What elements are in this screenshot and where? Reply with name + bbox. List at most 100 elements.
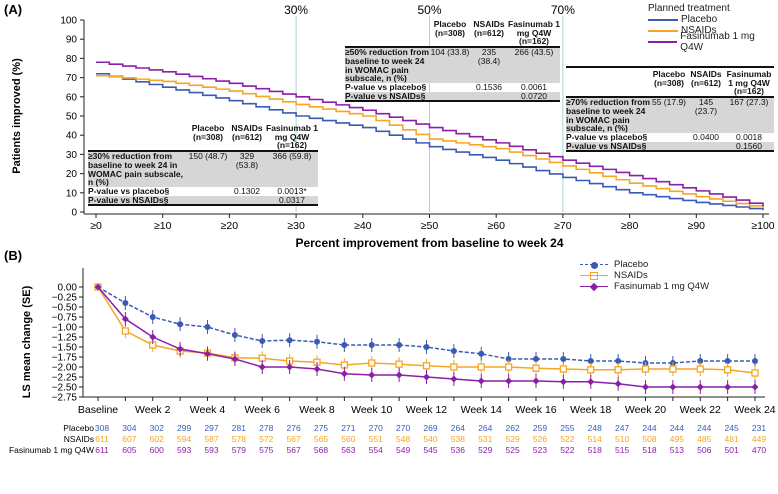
x-tick-label: Week 14 [461, 404, 502, 416]
y-tick-label: 50 [66, 112, 78, 123]
x-tick-label: Week 6 [245, 404, 281, 416]
data-point [752, 358, 758, 364]
x-tick-label: Week 8 [299, 404, 335, 416]
risk-table-count: 244 [670, 423, 684, 433]
risk-table-label: NSAIDs [64, 434, 94, 444]
data-point [587, 358, 594, 364]
risk-table-count: 529 [506, 434, 520, 444]
data-point [121, 315, 129, 323]
row-label: ≥70% reduction from baseline to week 24 … [566, 97, 651, 134]
data-point [258, 363, 266, 371]
y-tick-label: 0 [71, 208, 77, 219]
risk-table-count: 526 [533, 434, 547, 444]
legend-b: Placebo NSAIDs Fasinumab 1 mg Q4W [580, 259, 709, 292]
risk-table-count: 513 [670, 445, 684, 455]
risk-table-count: 554 [369, 445, 383, 455]
risk-table-count: 271 [341, 423, 355, 433]
data-point [505, 377, 513, 385]
table-cell [470, 92, 508, 101]
table-cell: 0.0720 [521, 90, 547, 101]
table-cell: 0.0018 [736, 131, 762, 142]
risk-table-count: 551 [369, 434, 383, 444]
table-cell: 0.0400 [693, 131, 719, 142]
x-tick-label: ≥70 [554, 220, 572, 232]
risk-table-count: 270 [396, 423, 410, 433]
legend-label: Fasinumab 1 mg Q4W [680, 30, 755, 53]
risk-table-count: 506 [697, 445, 711, 455]
table-cell: Placebo (n=308) [652, 69, 686, 88]
risk-table-count: 308 [95, 423, 109, 433]
data-point [341, 342, 348, 348]
data-point [176, 345, 184, 353]
y-tick-label: 10 [66, 188, 78, 199]
x-tick-label: Week 2 [135, 404, 171, 416]
risk-table-count: 244 [697, 423, 711, 433]
legend-swatch [648, 40, 678, 43]
risk-table-count: 529 [478, 445, 492, 455]
data-point [477, 377, 485, 385]
data-point [231, 332, 238, 338]
risk-table-count: 536 [451, 445, 465, 455]
data-point [396, 342, 403, 348]
data-point [504, 363, 513, 371]
data-point [204, 350, 211, 358]
y-tick-label: −1.75 [52, 353, 78, 364]
table-cell [650, 142, 688, 151]
risk-table-count: 297 [204, 423, 218, 433]
data-point [532, 377, 540, 385]
risk-table-count: 510 [615, 434, 629, 444]
risk-table-count: 270 [369, 423, 383, 433]
risk-table-count: 565 [314, 434, 328, 444]
y-axis-title: Patients improved (%) [11, 58, 23, 174]
y-tick-label: −2.00 [52, 363, 78, 374]
y-tick-label: 100 [60, 16, 77, 27]
risk-table-count: 575 [259, 445, 273, 455]
data-point [368, 371, 376, 379]
data-point [395, 360, 403, 368]
x-tick-label: Week 24 [734, 404, 775, 416]
legend-item: Placebo [648, 14, 778, 25]
risk-table-count: 560 [341, 434, 355, 444]
data-point [368, 342, 375, 348]
table-cell: 266 (43.5) [514, 47, 554, 58]
data-point [697, 358, 704, 364]
risk-table-count: 269 [423, 423, 437, 433]
data-point [559, 365, 568, 373]
y-tick-label: −0.75 [52, 313, 78, 324]
row-label: P-value vs placebo§ [345, 81, 427, 92]
risk-table-count: 518 [642, 445, 656, 455]
legend-item: Fasinumab 1 mg Q4W [580, 281, 709, 292]
table-cell: 55 (17.9) [651, 97, 687, 108]
data-point [313, 365, 321, 373]
data-point [423, 373, 430, 381]
x-tick-label: Week 10 [351, 404, 392, 416]
risk-table-count: 304 [122, 423, 136, 433]
data-point [724, 358, 731, 364]
data-point [669, 365, 677, 373]
data-point [751, 383, 759, 391]
data-point [259, 338, 266, 344]
y-tick-label: −0.50 [52, 303, 78, 314]
risk-table-count: 587 [204, 434, 218, 444]
data-point [478, 350, 485, 357]
row-label: ≥30% reduction from baseline to week 24 … [88, 151, 183, 188]
x-tick-label: ≥0 [90, 220, 102, 232]
y-tick-label: 90 [66, 35, 78, 46]
table-cell: Fasinumab 1 mg Q4W (n=162) [266, 123, 318, 151]
table-cell: NSAIDs (n=612) [231, 123, 263, 142]
table-cell [650, 133, 688, 142]
data-point [314, 338, 320, 345]
data-point [587, 378, 595, 386]
row-label: P-value vs NSAIDs§ [88, 194, 169, 205]
x-tick-label: Week 20 [625, 404, 666, 416]
data-point [614, 380, 622, 388]
x-tick-label: ≥20 [221, 220, 239, 232]
data-point [231, 355, 239, 363]
table-cell: NSAIDs (n=612) [473, 19, 505, 38]
risk-table-count: 264 [451, 423, 465, 433]
data-point [587, 366, 595, 374]
table-cell: 0.0317 [279, 194, 305, 205]
x-tick-label: ≥50 [421, 220, 439, 232]
data-point [724, 383, 732, 391]
data-point [286, 337, 293, 344]
